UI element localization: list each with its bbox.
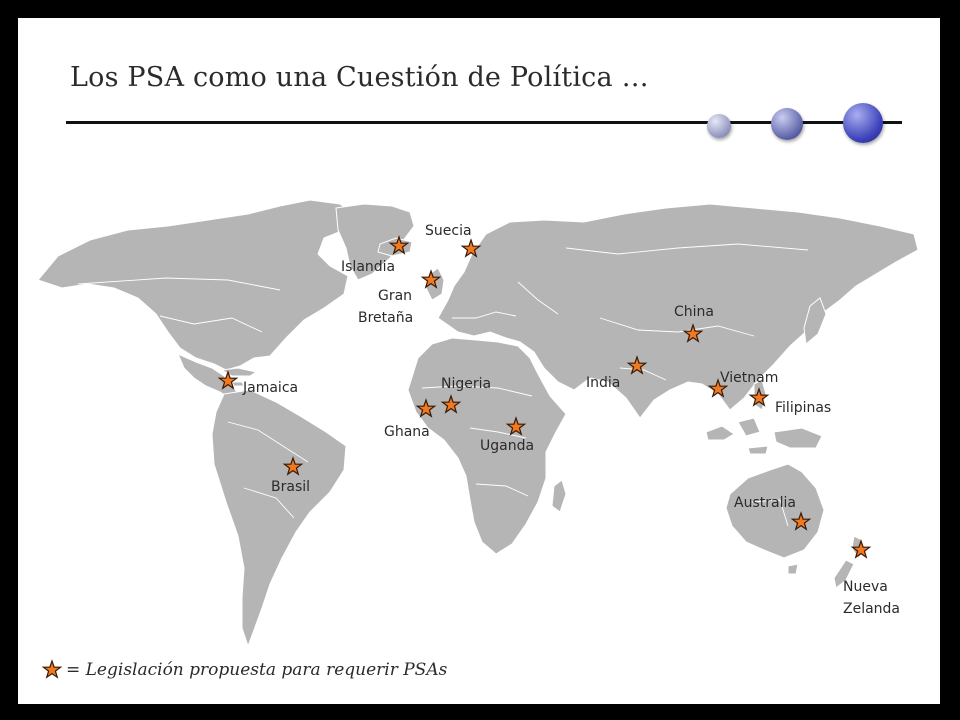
south-america-shape	[211, 389, 347, 648]
label-nigeria: Nigeria	[441, 376, 492, 392]
africa-shape	[407, 337, 567, 555]
label-jamaica: Jamaica	[243, 380, 299, 396]
star-icon	[42, 660, 62, 678]
caribbean-shape	[220, 367, 258, 387]
label-brasil: Brasil	[271, 479, 311, 495]
label-india: India	[586, 375, 621, 391]
slide: Los PSA como una Cuestión de Política …	[18, 18, 940, 704]
madagascar-shape	[551, 479, 567, 513]
label-australia: Australia	[734, 495, 796, 511]
australia-shape	[725, 463, 825, 559]
continents	[37, 199, 919, 648]
label-suecia: Suecia	[425, 223, 472, 239]
label-islandia: Islandia	[341, 259, 396, 275]
north-america-shape	[37, 199, 357, 371]
label-ghana: Ghana	[384, 424, 430, 440]
decorative-dot-small	[707, 114, 731, 138]
label-gran-bretana-line2: Bretaña	[358, 310, 414, 326]
eurasia-shape	[437, 203, 919, 419]
decorative-dot-large	[843, 103, 883, 143]
decorative-dot-medium	[771, 108, 803, 140]
label-nueva-zelanda-line2: Zelanda	[843, 601, 901, 617]
slide-title: Los PSA como una Cuestión de Política …	[70, 62, 649, 93]
label-nueva-zelanda-line1: Nueva	[843, 579, 888, 595]
world-map	[37, 199, 919, 648]
tasmania-shape	[787, 563, 799, 575]
country-borders	[77, 243, 809, 527]
label-vietnam: Vietnam	[720, 370, 779, 386]
legend-text: = Legislación propuesta para requerir PS…	[66, 660, 448, 680]
title-rule	[66, 121, 902, 124]
indonesia-shape	[705, 417, 823, 455]
label-gran-bretana-line1: Gran	[378, 288, 413, 304]
label-china: China	[674, 304, 714, 320]
japan-shape	[803, 297, 827, 345]
label-filipinas: Filipinas	[775, 400, 832, 416]
greenland-shape	[335, 203, 415, 281]
label-uganda: Uganda	[480, 438, 535, 454]
